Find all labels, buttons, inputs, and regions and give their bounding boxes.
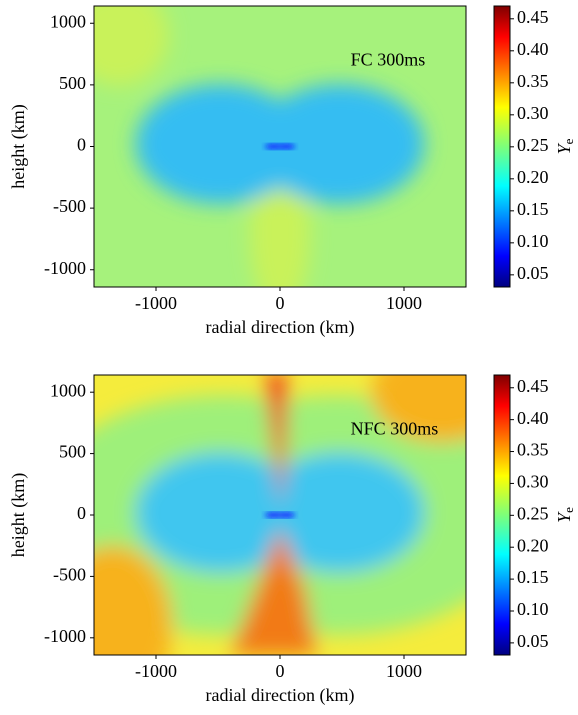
colorbar xyxy=(493,374,511,656)
y-tick-label: 1000 xyxy=(50,11,86,31)
heatmap-field xyxy=(94,6,466,287)
colorbar-tick-label: 0.45 xyxy=(517,376,549,396)
colorbar-tick-label: 0.10 xyxy=(517,599,549,619)
colorbar-label-symbol: Y xyxy=(554,511,574,523)
heatmap-field xyxy=(94,375,466,655)
y-tick-label: 0 xyxy=(77,503,86,523)
colorbar-label-subscript: e xyxy=(561,138,576,144)
x-tick-label: 0 xyxy=(276,661,285,681)
y-tick-label: -1000 xyxy=(44,258,86,278)
y-tick-label: 500 xyxy=(59,73,86,93)
field-region xyxy=(135,452,306,573)
field-structures xyxy=(94,375,466,655)
colorbar-tick-label: 0.45 xyxy=(517,7,549,27)
y-axis-label: height (km) xyxy=(8,104,29,188)
field-region xyxy=(94,545,173,655)
y-tick-label: -1000 xyxy=(44,626,86,646)
colorbar-tick-label: 0.05 xyxy=(517,263,549,283)
heatmap-panel: -1000 0 1000 -1000 -500 0 500 1000 radial direct… xyxy=(8,5,576,338)
colorbar-label: Ye xyxy=(554,138,576,154)
colorbar xyxy=(493,5,511,288)
field-core-region xyxy=(277,143,296,150)
y-tick-label: 0 xyxy=(77,135,86,155)
colorbar-tick-label: 0.40 xyxy=(517,408,549,428)
x-tick-label: 1000 xyxy=(386,293,422,313)
colorbar-label-subscript: e xyxy=(561,507,576,513)
colorbar-tick-label: 0.05 xyxy=(517,631,549,651)
colorbar-tick-label: 0.25 xyxy=(517,135,549,155)
colorbar-label-symbol: Y xyxy=(554,142,574,154)
colorbar-tick-label: 0.20 xyxy=(517,535,549,555)
colorbar-tick-label: 0.25 xyxy=(517,503,549,523)
y-tick-label: 500 xyxy=(59,442,86,462)
field-structures xyxy=(94,6,425,287)
x-tick-label: -1000 xyxy=(135,661,177,681)
field-core xyxy=(264,512,296,518)
x-tick-label: 0 xyxy=(276,293,285,313)
x-axis-label: radial direction (km) xyxy=(206,317,355,338)
colorbar-tick-label: 0.35 xyxy=(517,440,549,460)
annotation: FC 300ms xyxy=(351,50,426,70)
colorbar-tick-label: 0.30 xyxy=(517,103,549,123)
heatmap-panel: -1000 0 1000 -1000 -500 0 500 1000 radial direct… xyxy=(8,374,576,706)
colorbar-tick-label: 0.30 xyxy=(517,472,549,492)
y-tick-label: -500 xyxy=(53,196,86,216)
x-axis-label: radial direction (km) xyxy=(206,685,355,706)
colorbar-label: Ye xyxy=(554,507,576,523)
y-tick-label: -500 xyxy=(53,565,86,585)
y-tick-label: 1000 xyxy=(50,380,86,400)
field-region xyxy=(94,6,169,86)
y-axis-label: height (km) xyxy=(8,473,29,557)
field-region xyxy=(371,375,466,443)
field-core-region xyxy=(264,512,283,518)
colorbar-tick-label: 0.15 xyxy=(517,567,549,587)
colorbar-tick-label: 0.35 xyxy=(517,71,549,91)
colorbar-tick-label: 0.10 xyxy=(517,231,549,251)
colorbar-tick-label: 0.40 xyxy=(517,39,549,59)
field-core-region xyxy=(277,512,296,518)
x-tick-label: -1000 xyxy=(135,293,177,313)
field-core xyxy=(264,143,296,150)
field-core-region xyxy=(264,143,283,150)
field-region xyxy=(254,84,425,205)
x-tick-label: 1000 xyxy=(386,661,422,681)
field-region xyxy=(135,84,306,205)
field-plume xyxy=(265,375,288,509)
annotation: NFC 300ms xyxy=(351,418,439,438)
colorbar-tick-label: 0.20 xyxy=(517,167,549,187)
field-plume xyxy=(230,527,318,655)
colorbar-tick-label: 0.15 xyxy=(517,199,549,219)
field-region xyxy=(254,452,425,573)
